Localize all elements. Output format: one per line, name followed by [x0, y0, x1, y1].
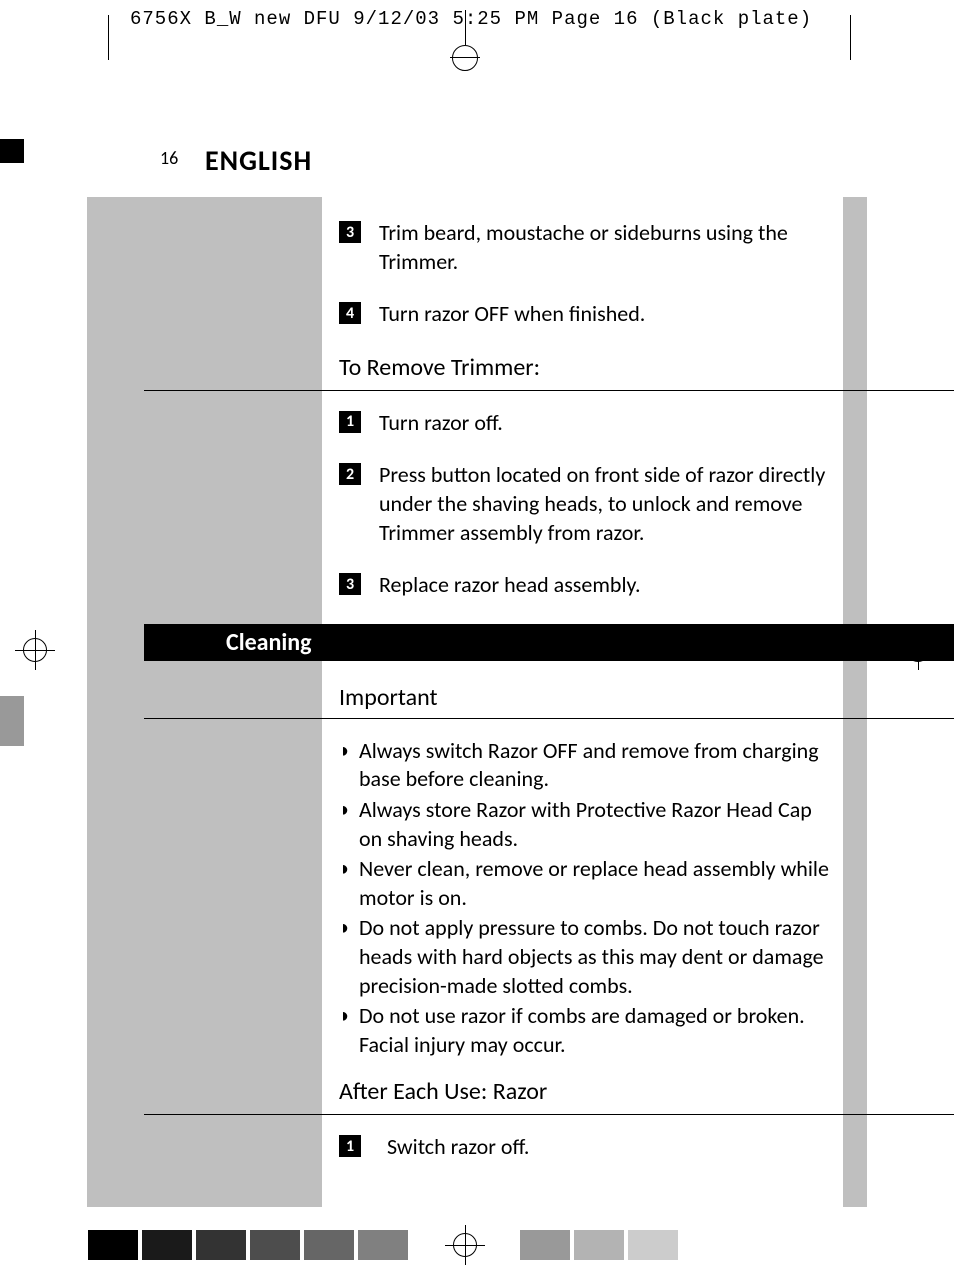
section-banner-label: Cleaning — [226, 628, 954, 657]
bullet-icon: ◗ — [339, 915, 351, 941]
step-text: Turn razor off. — [379, 409, 503, 438]
subsection-title-important: Important — [339, 683, 829, 712]
bullet-item: ◗ Do not apply pressure to combs. Do not… — [339, 914, 829, 1000]
bullet-icon: ◗ — [339, 797, 351, 823]
step-item: 3 Replace razor head assembly. — [339, 571, 829, 600]
color-bar — [574, 1230, 624, 1260]
crop-mark-line — [850, 15, 851, 60]
print-marker-black — [0, 139, 24, 163]
divider — [144, 718, 954, 719]
print-header-info: 6756X B_W new DFU 9/12/03 5:25 PM Page 1… — [130, 8, 812, 30]
sidebar-right — [843, 197, 867, 1207]
bullet-text: Do not apply pressure to combs. Do not t… — [359, 914, 829, 1000]
trimmer-steps: 3 Trim beard, moustache or sideburns usi… — [339, 219, 829, 329]
crop-mark-line — [108, 15, 109, 60]
color-bar — [358, 1230, 408, 1260]
step-text: Press button located on front side of ra… — [379, 461, 829, 547]
registration-mark-left — [15, 630, 55, 670]
important-bullets: ◗ Always switch Razor OFF and remove fro… — [339, 737, 829, 1060]
bullet-icon: ◗ — [339, 738, 351, 764]
step-item: 3 Trim beard, moustache or sideburns usi… — [339, 219, 829, 276]
step-number-badge: 3 — [339, 573, 361, 595]
color-bar — [520, 1230, 570, 1260]
step-number-badge: 2 — [339, 463, 361, 485]
step-number-badge: 3 — [339, 221, 361, 243]
color-bar — [88, 1230, 138, 1260]
bullet-item: ◗ Do not use razor if combs are damaged … — [339, 1002, 829, 1059]
step-number-badge: 1 — [339, 411, 361, 433]
step-text: Turn razor OFF when finished. — [379, 300, 645, 329]
color-bar — [196, 1230, 246, 1260]
print-marker-gray — [0, 696, 24, 746]
bullet-text: Always store Razor with Protective Razor… — [359, 796, 829, 853]
remove-trimmer-steps: 1 Turn razor off. 2 Press button located… — [339, 409, 829, 600]
step-item: 2 Press button located on front side of … — [339, 461, 829, 547]
bullet-text: Do not use razor if combs are damaged or… — [359, 1002, 829, 1059]
step-item: 1 Turn razor off. — [339, 409, 829, 438]
color-bar — [142, 1230, 192, 1260]
page-title: ENGLISH — [205, 143, 312, 178]
bullet-text: Always switch Razor OFF and remove from … — [359, 737, 829, 794]
subsection-title: To Remove Trimmer: — [339, 353, 829, 382]
bullet-item: ◗ Never clean, remove or replace head as… — [339, 855, 829, 912]
section-banner: Cleaning — [144, 624, 954, 661]
bullet-item: ◗ Always switch Razor OFF and remove fro… — [339, 737, 829, 794]
color-registration-bars-left — [88, 1230, 408, 1260]
color-bar — [304, 1230, 354, 1260]
step-text: Replace razor head assembly. — [379, 571, 641, 600]
color-bar — [628, 1230, 678, 1260]
subsection-title-after-use: After Each Use: Razor — [339, 1077, 829, 1106]
divider — [144, 1114, 954, 1115]
main-content: 3 Trim beard, moustache or sideburns usi… — [339, 197, 829, 1186]
step-number-badge: 1 — [339, 1135, 361, 1157]
step-number-badge: 4 — [339, 302, 361, 324]
step-item: 1 Switch razor off. — [339, 1133, 829, 1162]
registration-mark-top — [445, 30, 485, 70]
step-text: Trim beard, moustache or sideburns using… — [379, 219, 829, 276]
page-number: 16 — [160, 147, 178, 169]
divider — [144, 390, 954, 391]
step-item: 4 Turn razor OFF when finished. — [339, 300, 829, 329]
after-use-steps: 1 Switch razor off. — [339, 1133, 829, 1162]
registration-mark-bottom — [445, 1225, 485, 1265]
color-registration-bars-right — [520, 1230, 678, 1260]
color-bar — [250, 1230, 300, 1260]
bullet-text: Never clean, remove or replace head asse… — [359, 855, 829, 912]
sidebar-left — [87, 197, 322, 1207]
bullet-icon: ◗ — [339, 1003, 351, 1029]
bullet-icon: ◗ — [339, 856, 351, 882]
bullet-item: ◗ Always store Razor with Protective Raz… — [339, 796, 829, 853]
step-text: Switch razor off. — [387, 1133, 529, 1162]
